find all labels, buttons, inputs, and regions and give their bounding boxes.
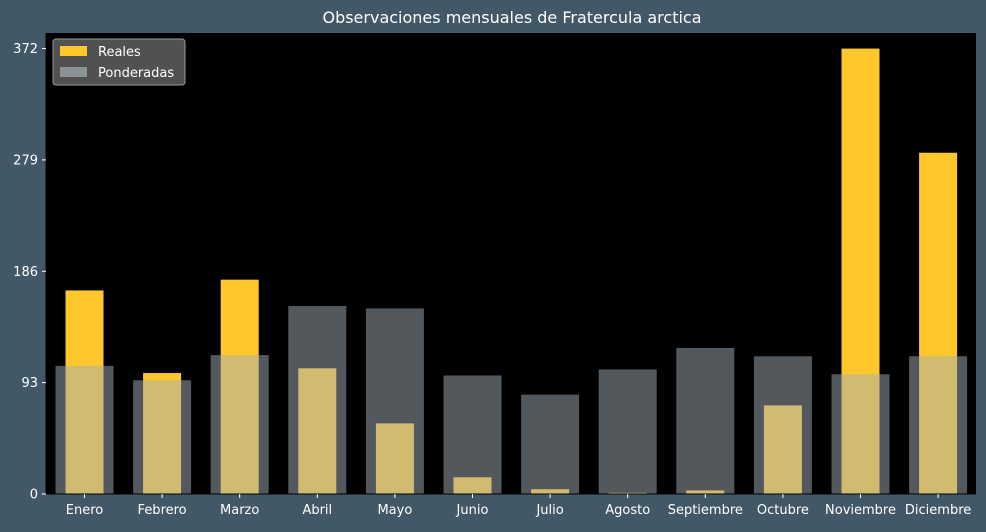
- bar-ponderadas-mayo: [365, 308, 424, 494]
- y-tick-label: 0: [30, 488, 38, 503]
- legend-swatch-reales: [60, 46, 87, 56]
- axes-layer: 0 93 186 279 372 Enero Febrero Marzo Abril Mayo Ju…: [13, 33, 976, 518]
- x-tick-label: Febrero: [138, 503, 187, 518]
- x-tick-label: Noviembre: [825, 503, 896, 518]
- y-tick-label: 186: [13, 265, 38, 280]
- bar-ponderadas-julio: [521, 394, 580, 494]
- bar-ponderadas-junio: [443, 375, 502, 494]
- x-tick-label: Septiembre: [668, 503, 743, 518]
- bar-ponderadas-abril: [288, 306, 347, 494]
- y-tick-label: 372: [13, 42, 38, 57]
- bar-ponderadas-marzo: [210, 355, 269, 494]
- x-tick-label: Agosto: [605, 503, 650, 518]
- x-tick-label: Junio: [456, 503, 489, 518]
- legend-swatch-ponderadas: [60, 67, 87, 77]
- bar-ponderadas-septiembre: [676, 347, 735, 494]
- legend-label-reales: Reales: [98, 45, 141, 60]
- x-tick-label: Octubre: [757, 503, 809, 518]
- legend: Reales Ponderadas: [52, 38, 186, 86]
- x-tick-label: Abril: [302, 503, 332, 518]
- x-tick-label: Diciembre: [905, 503, 971, 518]
- bar-ponderadas-noviembre: [831, 374, 890, 494]
- bar-ponderadas-agosto: [598, 369, 657, 494]
- bar-ponderadas-febrero: [133, 380, 192, 494]
- x-tick-label: Enero: [66, 503, 104, 518]
- bar-ponderadas-octubre: [753, 356, 812, 494]
- legend-label-ponderadas: Ponderadas: [98, 66, 174, 81]
- y-tick-label: 93: [21, 376, 38, 391]
- chart-title: Observaciones mensuales de Fratercula ar…: [322, 8, 701, 27]
- plot-area: [46, 33, 976, 494]
- x-tick-label: Julio: [535, 503, 563, 518]
- y-tick-label: 279: [13, 153, 38, 168]
- bar-ponderadas-enero: [55, 365, 114, 494]
- x-tick-label: Marzo: [220, 503, 259, 518]
- x-tick-label: Mayo: [377, 503, 412, 518]
- bar-ponderadas-diciembre: [909, 356, 968, 494]
- bars-layer: [55, 48, 968, 495]
